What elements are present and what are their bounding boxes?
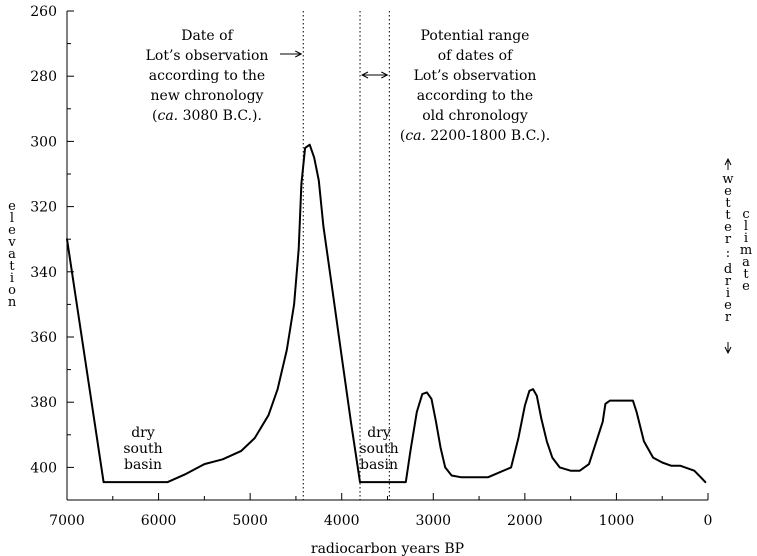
y-axis-title-letter: i <box>10 271 14 286</box>
y-axis-title-letter: n <box>8 295 17 310</box>
climate-scale-letter: i <box>726 286 730 301</box>
dry-basin-label: basin <box>124 457 162 473</box>
x-axis-title: radiocarbon years BP <box>311 541 464 556</box>
x-tick-label: 6000 <box>141 513 177 529</box>
climate-title-letter: m <box>740 243 752 258</box>
y-tick-label: 400 <box>30 460 57 476</box>
climate-scale-letter: r <box>725 274 732 289</box>
annotation-line: according to the <box>149 68 265 84</box>
x-tick-label: 4000 <box>324 513 360 529</box>
climate-scale-letter: r <box>725 232 732 247</box>
dry-basin-label: dry <box>131 425 155 441</box>
climate-title-letter: i <box>744 231 748 246</box>
climate-scale-letter: e <box>724 184 732 199</box>
y-axis-title-letter: e <box>8 199 16 214</box>
arrow-head <box>360 71 369 79</box>
y-axis-title-letter: o <box>8 283 16 298</box>
annotation-line: Lot’s observation <box>146 48 269 64</box>
y-tick-label: 300 <box>30 134 57 150</box>
annotation-line: (ca. 2200-1800 B.C.). <box>400 128 550 144</box>
x-tick-label: 0 <box>704 513 713 529</box>
up-arrow-head <box>724 157 732 166</box>
x-tick-label: 2000 <box>507 513 543 529</box>
y-axis-title-letter: l <box>10 211 14 226</box>
y-axis-title-letter: e <box>8 223 16 238</box>
y-tick-label: 380 <box>30 395 57 411</box>
reference-lines <box>302 11 390 500</box>
climate-scale-letter: w <box>722 172 733 187</box>
climate-scale-letter: e <box>724 220 732 235</box>
dry-basin-label: south <box>359 441 398 457</box>
climate-scale-separator: : <box>726 246 730 261</box>
climate-title-letter: a <box>742 255 750 270</box>
climate-title-letter: l <box>744 219 748 234</box>
annotation-line: old chronology <box>422 108 528 124</box>
x-tick-label: 1000 <box>599 513 635 529</box>
dry-basin-label: south <box>123 441 162 457</box>
climate-scale-letter: e <box>724 298 732 313</box>
annotation-line: new chronology <box>151 88 264 104</box>
elevation-series-line <box>66 143 707 484</box>
y-tick-label: 280 <box>30 69 57 85</box>
y-axis-title-letter: v <box>7 235 16 250</box>
y-axis-title-letter: a <box>8 247 16 262</box>
climate-scale-letter: t <box>725 196 731 211</box>
y-tick-label: 320 <box>30 200 57 216</box>
arrow-head <box>381 71 389 79</box>
annotation-line: Lot’s observation <box>414 68 537 84</box>
climate-title-letter: t <box>743 267 749 282</box>
annotation-line: of dates of <box>438 48 514 64</box>
climate-scale-letter: d <box>724 262 732 277</box>
x-tick-label: 5000 <box>232 513 268 529</box>
climate-title-letter: e <box>742 279 750 294</box>
annotation-line: Potential range <box>421 28 530 44</box>
x-tick-label: 7000 <box>49 513 85 529</box>
dry-basin-label: basin <box>360 457 398 473</box>
climate-scale-letter: r <box>725 310 732 325</box>
series-group <box>66 143 707 484</box>
annotation-line: Date of <box>181 28 234 44</box>
dry-basin-label: dry <box>367 425 391 441</box>
climate-scale-letter: t <box>725 208 731 223</box>
arrow-head <box>295 50 303 58</box>
axes: 260 280 300 320 340 360 380 400 7000 6000 5000 4000… <box>7 4 712 556</box>
y-tick-label: 260 <box>30 4 57 20</box>
annotations: Date of Lot’s observation according to the… <box>123 28 752 473</box>
y-tick-label: 360 <box>30 330 57 346</box>
down-arrow-head <box>724 346 732 355</box>
climate-title-letter: c <box>742 207 749 222</box>
x-tick-label: 3000 <box>415 513 451 529</box>
y-axis-title-letter: t <box>9 259 15 274</box>
annotation-line: (ca. 3080 B.C.). <box>152 108 262 124</box>
annotation-line: according to the <box>417 88 533 104</box>
y-tick-label: 340 <box>30 265 57 281</box>
